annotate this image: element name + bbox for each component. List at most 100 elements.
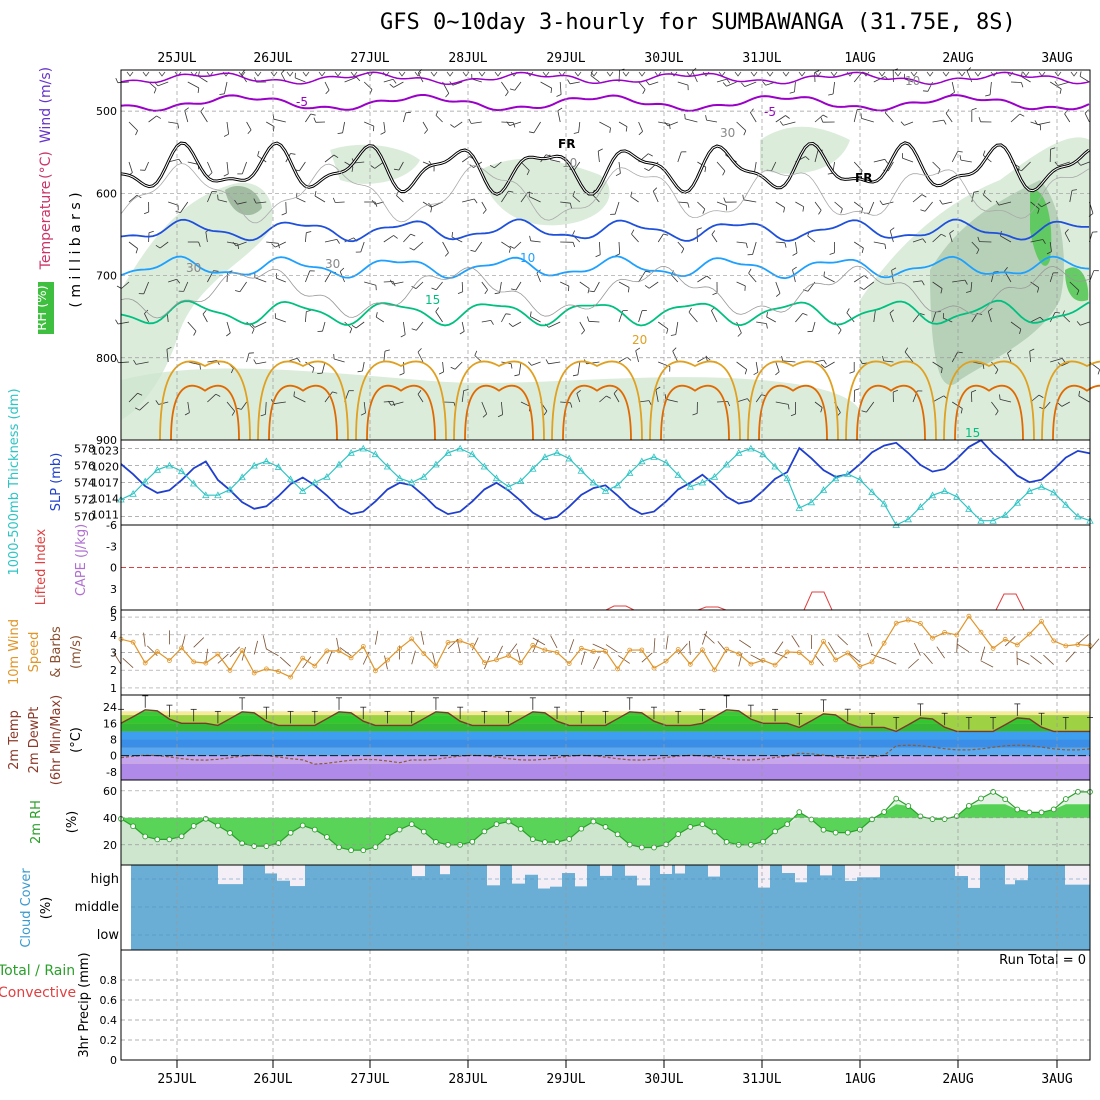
wind-barb — [422, 201, 432, 208]
upper-ytick-700: 700 — [96, 270, 117, 283]
wind-barb — [1029, 351, 1031, 363]
wind-speed-marker — [772, 662, 778, 668]
wind-barb — [168, 201, 179, 206]
wind-barb-tick — [251, 328, 255, 334]
wind-barb-10m — [665, 635, 669, 650]
wind-barb-tick — [1061, 358, 1066, 363]
wind-barb-top — [622, 71, 630, 77]
wind-barb — [814, 359, 824, 363]
wind-speed-marker — [1014, 642, 1020, 648]
wind-barb — [597, 151, 600, 163]
wind-barb-tick — [231, 410, 236, 416]
wind-barb-tick — [572, 230, 576, 236]
wind-barb — [667, 121, 678, 127]
wind-barb — [971, 241, 980, 250]
wind-barb-tick — [940, 288, 943, 294]
rh-marker — [227, 830, 233, 836]
wind-barb-tick — [775, 371, 780, 376]
wind-barb — [638, 121, 643, 132]
rh-marker — [893, 795, 900, 802]
wind-barb — [435, 115, 443, 123]
wind-barb-top — [766, 71, 774, 77]
date-top-3AUG: 3AUG — [1041, 51, 1072, 66]
label-20: 20 — [632, 333, 647, 347]
wind-barb-tick — [1037, 208, 1040, 214]
isotherm-dome-20 — [943, 360, 1035, 441]
wind-barb — [812, 321, 816, 332]
temp-band-2 — [121, 747, 1090, 756]
wind-barb-tick — [557, 107, 563, 112]
date-bottom-31JUL: 31JUL — [742, 1072, 781, 1087]
thickness-marker — [989, 516, 997, 524]
wind-barb — [635, 350, 639, 363]
wind-speed-marker — [578, 645, 584, 651]
rh-marker — [384, 833, 391, 840]
wind-barb — [559, 81, 562, 95]
thickness-marker — [262, 457, 271, 465]
wind-barb-tick — [706, 275, 712, 280]
wind-barb — [1079, 75, 1090, 83]
wind-speed-marker — [990, 646, 996, 651]
wind-barb — [853, 161, 863, 171]
wind-barb-tick — [572, 242, 576, 248]
wind-barb — [775, 115, 786, 123]
wind-barb — [638, 270, 646, 283]
isotherm-dome-25 — [366, 384, 436, 441]
wind-speed-marker — [954, 632, 960, 638]
wind-barb-tick — [506, 121, 510, 126]
wind-barb — [697, 201, 706, 210]
wind-barb — [383, 78, 394, 83]
rh-shade-5 — [330, 144, 420, 184]
wind-barb — [998, 201, 1012, 206]
wind-barb — [520, 191, 529, 203]
cloud-gap-high — [968, 865, 980, 888]
wind-speed-marker — [845, 650, 851, 656]
wind-speed-marker — [615, 666, 620, 672]
wind-speed-marker — [166, 658, 172, 663]
wind-barb — [530, 240, 541, 243]
wind-barb-tick — [450, 366, 456, 370]
wind-barb — [795, 313, 804, 323]
wind-barb-tick — [219, 93, 225, 95]
wind-barb — [912, 238, 923, 243]
wind-barb-tick — [253, 359, 257, 365]
rh-shade-bright-1 — [1030, 189, 1052, 266]
wind-barb — [548, 321, 561, 328]
wind-barb-10m — [774, 641, 784, 654]
thickness-marker — [359, 444, 367, 452]
wind-barb — [752, 241, 757, 255]
wind-barb-tick — [904, 347, 909, 353]
wind-barb-10m — [113, 652, 122, 665]
wind-barb — [520, 161, 530, 171]
wind-barb — [665, 398, 678, 403]
rh-marker — [844, 829, 851, 836]
thickness-marker — [202, 491, 210, 499]
wind-barb-top — [398, 71, 406, 77]
wind-barb-tick — [688, 307, 692, 313]
wind-barb — [324, 154, 335, 163]
wind-barb-10m — [605, 644, 618, 653]
rh-marker — [166, 836, 173, 843]
wind-barb-10m — [302, 656, 312, 669]
wind-barb — [158, 401, 169, 405]
wind-barb — [530, 316, 541, 323]
wind-barb-tick — [653, 187, 658, 192]
rh-contour-10 — [120, 163, 1090, 224]
wind-barb-tick — [1034, 120, 1038, 125]
thickness-marker — [504, 482, 513, 490]
wind-barb — [736, 281, 746, 287]
wind-barb-tick — [711, 230, 716, 235]
wind-barb — [655, 389, 659, 403]
wind-barb — [235, 241, 247, 247]
wind-barb — [932, 281, 943, 289]
isotherm-dome-20 — [747, 360, 839, 441]
wind-barb-tick — [726, 78, 731, 84]
wind-barb — [889, 312, 894, 323]
wind-barb-10m — [774, 652, 788, 659]
wind-barb — [932, 161, 941, 170]
wind-barb-tick — [1016, 168, 1022, 172]
wind-barb — [180, 201, 189, 213]
wind-barb-tick — [820, 364, 826, 368]
wind-barb — [435, 311, 443, 323]
wind-barb-tick — [435, 110, 439, 116]
